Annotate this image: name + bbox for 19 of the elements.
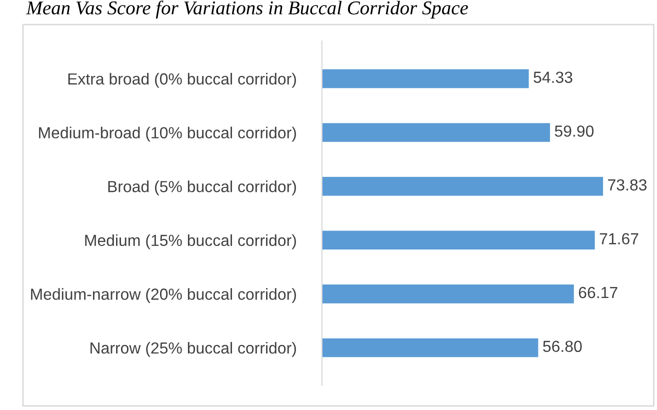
bar bbox=[322, 123, 550, 142]
y-tick-label: Narrow (25% buccal corridor) bbox=[90, 342, 296, 357]
data-label: 56.80 bbox=[543, 340, 582, 352]
y-tick-label: Extra broad (0% buccal corridor) bbox=[68, 72, 296, 88]
bar bbox=[322, 230, 595, 250]
bar bbox=[322, 176, 604, 196]
data-label: 59.90 bbox=[554, 125, 594, 137]
y-tick-label: Medium-broad (10% buccal corridor) bbox=[39, 126, 296, 142]
y-tick-label: Medium-narrow (20% buccal corridor) bbox=[31, 288, 296, 304]
data-label: 71.67 bbox=[600, 233, 638, 244]
bar bbox=[322, 338, 538, 358]
y-tick-label: Broad (5% buccal corridor) bbox=[108, 180, 296, 196]
chart-title: Mean Vas Score for Variations in Buccal Corridor Space bbox=[26, 0, 468, 18]
bar bbox=[322, 284, 574, 304]
y-tick-label: Medium (15% buccal corridor) bbox=[85, 234, 296, 250]
bar bbox=[322, 69, 529, 88]
data-label: 54.33 bbox=[534, 72, 572, 83]
data-label: 73.83 bbox=[608, 179, 647, 191]
data-label: 66.17 bbox=[578, 286, 618, 298]
